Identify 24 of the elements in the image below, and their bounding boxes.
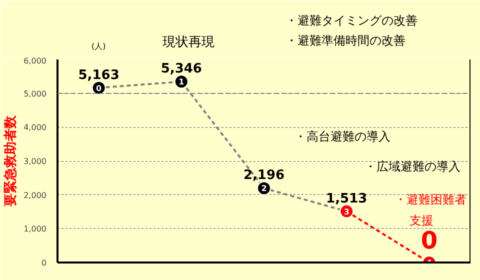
y-tick-label: 0	[41, 258, 47, 268]
annotation: 支援	[410, 214, 434, 228]
x-tick-label: 2	[261, 184, 267, 194]
data-label: 2,196	[243, 168, 285, 184]
x-tick-label: 1	[178, 78, 185, 87]
annotation: ・高台避難の導入	[294, 130, 390, 144]
data-label: 5,346	[160, 62, 202, 77]
y-axis-title: 要緊急救助者数	[4, 114, 19, 208]
y-tick-label: 3,000	[24, 157, 47, 166]
y-tick-label: 2,000	[24, 190, 47, 200]
text: 現状再現	[162, 35, 214, 50]
y-tick-label: 4,000	[24, 123, 47, 132]
annotation: ・避難困難者	[394, 192, 466, 206]
text: ・避難タイミングの改善	[286, 14, 418, 28]
y-tick-label: 6,000	[24, 56, 47, 66]
annotation: ・広域避難の導入	[364, 160, 460, 174]
x-tick-label: 3	[344, 207, 350, 216]
text: ・避難準備時間の改善	[286, 34, 406, 48]
text: (人)	[92, 42, 106, 51]
y-tick-label: 5,000	[24, 89, 47, 98]
data-label: 5,163	[78, 68, 120, 83]
data-label: 0	[420, 226, 438, 254]
y-tick-label: 1,000	[24, 224, 47, 234]
data-label: 1,513	[326, 191, 368, 206]
